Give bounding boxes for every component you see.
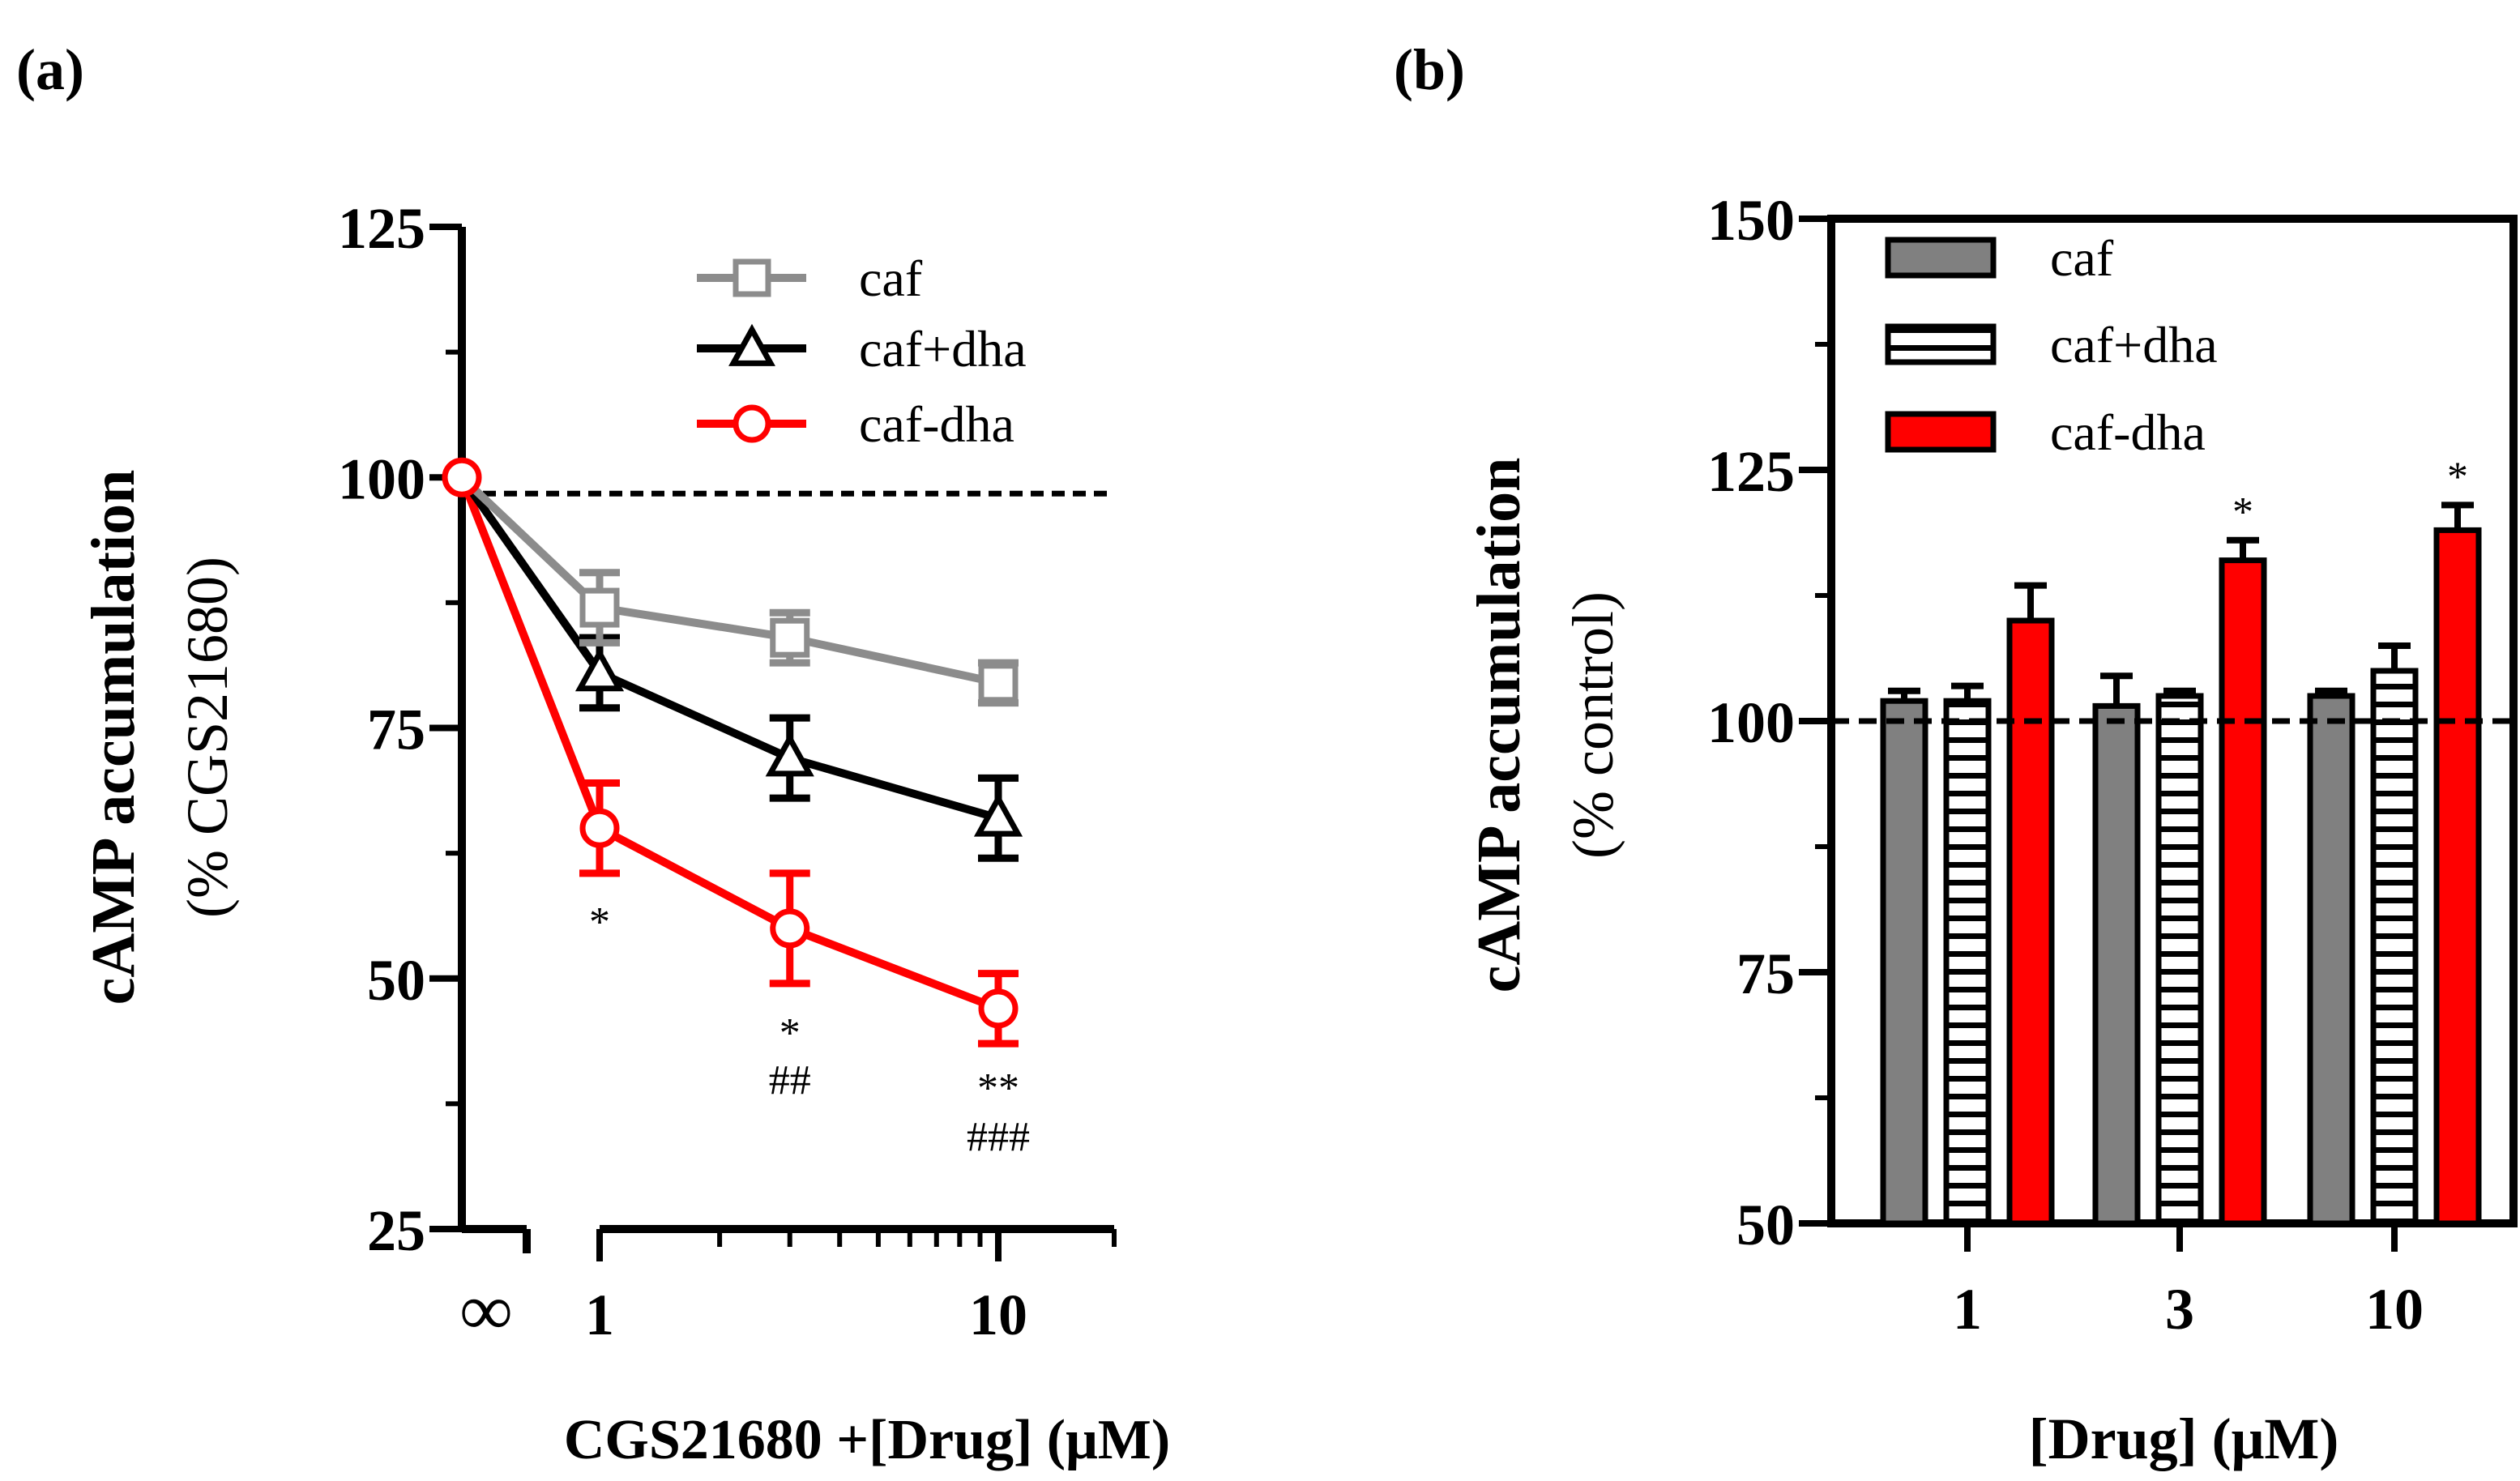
y-tick-label: 50 (367, 948, 425, 1013)
data-point-caf-dha (978, 988, 1019, 1029)
bar-caf-dha (2433, 527, 2482, 1227)
series-line-caf (459, 474, 1000, 687)
bar-caf (2092, 702, 2141, 1227)
series-line-caf+dha (458, 475, 1000, 822)
data-point-caf (770, 617, 810, 658)
bar-caf+dha (2155, 693, 2204, 1227)
panel-b-legend: caf caf+dha caf-dha (1885, 229, 2218, 461)
legend-swatch-caf+dha (1885, 323, 1997, 365)
data-point-caf-dha (770, 908, 810, 949)
panel-a-axes: 25 50 75 100 125 1 10 ∞ (338, 196, 1117, 1351)
x-tick-label: 10 (2365, 1277, 2424, 1342)
bar-caf+dha (2370, 668, 2419, 1227)
significance-mark: * (2447, 454, 2468, 500)
significance-mark: ** (977, 1065, 1019, 1112)
y-tick-label: 100 (1707, 690, 1795, 755)
panel-a-ylabel-sub: (% CGS21680) (175, 557, 240, 918)
y-tick-label: 75 (367, 698, 425, 762)
significance-mark: * (589, 899, 610, 945)
y-tick-label: 150 (1707, 188, 1795, 253)
legend-swatch-caf-dha (1885, 411, 1997, 453)
x-tick-label: 3 (2165, 1277, 2194, 1342)
bar-caf (1880, 698, 1928, 1227)
y-tick-label: 25 (367, 1198, 425, 1263)
x-tick-label: 1 (585, 1283, 614, 1347)
y-tick-label: 125 (338, 196, 425, 261)
data-point-caf+dha (765, 732, 814, 777)
panel-b-ylabel: cAMP accumulation (1465, 458, 1533, 993)
series-line-caf-dha (458, 476, 1000, 1013)
panel-b-ylabel-sub: (% control) (1561, 591, 1625, 859)
significance-mark: ### (967, 1114, 1030, 1160)
y-tick-label: 50 (1736, 1193, 1795, 1257)
data-point-caf (978, 663, 1019, 703)
panel-a-xlabel: CGS21680 +[Drug] (μM) (564, 1409, 1170, 1471)
panel-b-xlabel: [Drug] (μM) (2029, 1406, 2339, 1471)
panel-b-bars: ** (1831, 454, 2514, 1227)
panel-b: (b) cAMP accumulation (% control) 50 75 10… (1394, 37, 2518, 1471)
legend-label-caf: caf (2050, 229, 2114, 287)
data-point-caf-dha (579, 808, 620, 848)
significance-mark: ## (769, 1057, 811, 1103)
legend-label-caf+dha: caf+dha (2050, 316, 2218, 373)
legend-marker-caf+dha (728, 323, 775, 366)
legend-marker-caf (733, 258, 771, 297)
data-point-caf (579, 587, 620, 628)
data-point-caf+dha (973, 792, 1023, 837)
panel-a-annotations: **## **### (589, 899, 1030, 1160)
legend-marker-caf-dha (733, 404, 771, 443)
panel-b-label: (b) (1394, 37, 1465, 102)
legend-label-caf-dha: caf-dha (2050, 403, 2206, 461)
legend-label-caf: caf (859, 250, 923, 307)
panel-a-label: (a) (16, 37, 84, 102)
y-tick-label: 75 (1736, 941, 1795, 1006)
legend-swatch-caf (1885, 237, 1997, 279)
bar-caf+dha (1943, 698, 1992, 1227)
baseline-label: ∞ (460, 1270, 512, 1351)
x-tick-label: 10 (969, 1283, 1027, 1347)
bar-caf-dha (2219, 557, 2267, 1227)
bar-caf-dha (2006, 617, 2055, 1227)
legend-label-caf-dha: caf-dha (859, 395, 1014, 453)
legend-label-caf+dha: caf+dha (859, 320, 1027, 378)
panel-a: (a) cAMP accumulation (% CGS21680) 25 50 7… (16, 37, 1170, 1471)
data-point-caf+dha (574, 647, 625, 692)
panel-a-legend: caf caf+dha caf-dha (697, 250, 1027, 453)
significance-mark: * (2232, 489, 2253, 536)
y-tick-label: 125 (1707, 439, 1795, 504)
y-tick-label: 100 (338, 446, 425, 511)
significance-mark: * (779, 1010, 801, 1056)
data-point-start (442, 457, 482, 497)
panel-a-ylabel: cAMP accumulation (79, 470, 147, 1005)
bar-caf (2307, 693, 2356, 1227)
x-tick-label: 1 (1953, 1277, 1982, 1342)
panel-a-series (442, 457, 1023, 1048)
